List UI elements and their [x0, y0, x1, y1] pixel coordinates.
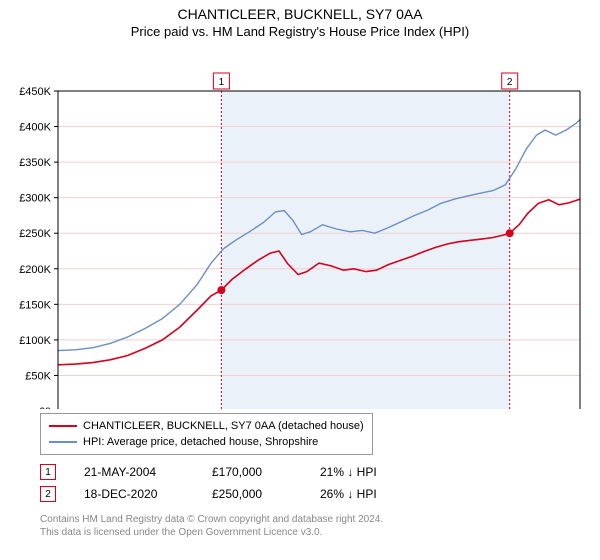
svg-text:£0: £0 [39, 406, 51, 409]
svg-text:£250K: £250K [19, 228, 51, 240]
svg-text:£450K: £450K [19, 86, 51, 98]
svg-text:£100K: £100K [19, 335, 51, 347]
sale-date: 18-DEC-2020 [84, 487, 184, 501]
sale-price: £250,000 [212, 487, 292, 501]
title-subtitle: Price paid vs. HM Land Registry's House … [0, 24, 600, 39]
svg-text:£50K: £50K [25, 370, 51, 382]
legend-label-red: CHANTICLEER, BUCKNELL, SY7 0AA (detached… [83, 420, 364, 432]
sale-date: 21-MAY-2004 [84, 465, 184, 479]
sale-marker-2: 2 [40, 486, 56, 502]
footer-line1: Contains HM Land Registry data © Crown c… [40, 513, 600, 526]
svg-text:£350K: £350K [19, 157, 51, 169]
price-chart: £0 £50K £100K £150K £200K £250K £300K £350K £400… [0, 39, 600, 409]
sale-price: £170,000 [212, 465, 292, 479]
sale-row: 2 18-DEC-2020 £250,000 26% ↓ HPI [40, 483, 600, 505]
sales-table: 1 21-MAY-2004 £170,000 21% ↓ HPI 2 18-DE… [40, 461, 600, 505]
title-address: CHANTICLEER, BUCKNELL, SY7 0AA [0, 6, 600, 22]
svg-text:£150K: £150K [19, 299, 51, 311]
sale-delta: 21% ↓ HPI [320, 465, 377, 479]
legend: CHANTICLEER, BUCKNELL, SY7 0AA (detached… [40, 413, 373, 455]
footer-line2: This data is licensed under the Open Gov… [40, 526, 600, 539]
footer: Contains HM Land Registry data © Crown c… [40, 513, 600, 539]
legend-swatch-blue [49, 441, 77, 443]
legend-label-blue: HPI: Average price, detached house, Shro… [83, 436, 318, 448]
sale-row: 1 21-MAY-2004 £170,000 21% ↓ HPI [40, 461, 600, 483]
svg-text:2: 2 [507, 77, 513, 88]
svg-text:£400K: £400K [19, 122, 51, 134]
sale-delta: 26% ↓ HPI [320, 487, 377, 501]
svg-text:£200K: £200K [19, 264, 51, 276]
sale-marker-1: 1 [40, 464, 56, 480]
svg-text:1: 1 [219, 77, 225, 88]
legend-swatch-red [49, 425, 77, 427]
svg-text:£300K: £300K [19, 193, 51, 205]
